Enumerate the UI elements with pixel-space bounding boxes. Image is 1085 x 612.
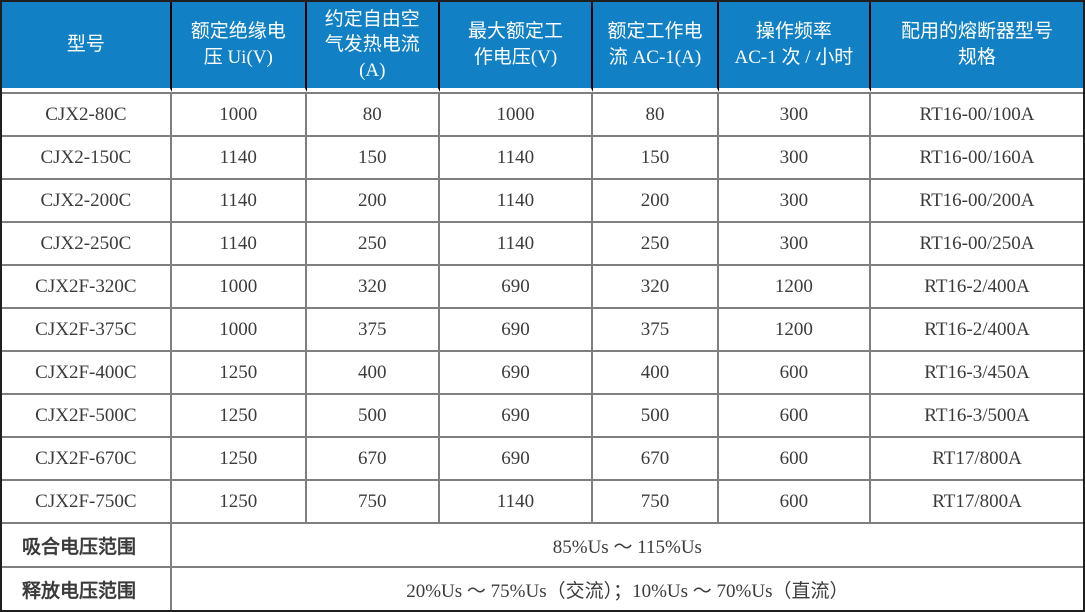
- cell-insulation-voltage: 1250: [171, 438, 307, 481]
- cell-working-current: 375: [593, 309, 719, 352]
- table-header: 型号 额定绝缘电 压 Ui(V) 约定自由空 气发热电流 (A) 最大额定工 作…: [2, 2, 1083, 92]
- cell-model: CJX2-200C: [2, 180, 172, 223]
- cell-fuse-spec: RT16-2/400A: [871, 266, 1083, 309]
- cell-model: CJX2-250C: [2, 223, 172, 266]
- cell-thermal-current: 375: [306, 309, 440, 352]
- cell-max-working-voltage: 690: [439, 266, 594, 309]
- cell-insulation-voltage: 1000: [171, 309, 307, 352]
- header-operating-frequency: 操作频率 AC-1 次 / 小时: [718, 2, 872, 92]
- header-insulation-voltage: 额定绝缘电 压 Ui(V): [171, 2, 307, 92]
- cell-operating-frequency: 300: [718, 137, 872, 180]
- pickup-voltage-value: 85%Us ～ 115%Us: [171, 524, 1083, 568]
- table-row: CJX2F-320C 1000 320 690 320 1200 RT16-2/…: [2, 266, 1083, 309]
- table-row: CJX2F-500C 1250 500 690 500 600 RT16-3/5…: [2, 395, 1083, 438]
- cell-max-working-voltage: 1140: [439, 180, 594, 223]
- cell-thermal-current: 80: [306, 92, 440, 137]
- cell-thermal-current: 500: [306, 395, 440, 438]
- cell-max-working-voltage: 1140: [439, 137, 594, 180]
- cell-working-current: 670: [593, 438, 719, 481]
- table-row: CJX2-200C 1140 200 1140 200 300 RT16-00/…: [2, 180, 1083, 223]
- cell-working-current: 80: [593, 92, 719, 137]
- cell-model: CJX2F-400C: [2, 352, 172, 395]
- cell-fuse-spec: RT16-3/500A: [871, 395, 1083, 438]
- cell-working-current: 200: [593, 180, 719, 223]
- cell-working-current: 500: [593, 395, 719, 438]
- cell-insulation-voltage: 1250: [171, 395, 307, 438]
- header-model: 型号: [2, 2, 172, 92]
- cell-max-working-voltage: 690: [439, 395, 594, 438]
- table-row: CJX2F-375C 1000 375 690 375 1200 RT16-2/…: [2, 309, 1083, 352]
- table-row: CJX2-80C 1000 80 1000 80 300 RT16-00/100…: [2, 92, 1083, 137]
- cell-fuse-spec: RT16-00/250A: [871, 223, 1083, 266]
- cell-fuse-spec: RT16-00/100A: [871, 92, 1083, 137]
- cell-max-working-voltage: 1000: [439, 92, 594, 137]
- cell-fuse-spec: RT16-3/450A: [871, 352, 1083, 395]
- cell-model: CJX2-80C: [2, 92, 172, 137]
- cell-max-working-voltage: 1140: [439, 223, 594, 266]
- pickup-voltage-row: 吸合电压范围 85%Us ～ 115%Us: [2, 524, 1083, 568]
- cell-thermal-current: 250: [306, 223, 440, 266]
- cell-operating-frequency: 600: [718, 481, 872, 524]
- header-working-current: 额定工作电 流 AC-1(A): [593, 2, 719, 92]
- cell-working-current: 320: [593, 266, 719, 309]
- cell-insulation-voltage: 1000: [171, 266, 307, 309]
- cell-operating-frequency: 300: [718, 92, 872, 137]
- table-row: CJX2F-750C 1250 750 1140 750 600 RT17/80…: [2, 481, 1083, 524]
- header-row: 型号 额定绝缘电 压 Ui(V) 约定自由空 气发热电流 (A) 最大额定工 作…: [2, 2, 1083, 92]
- cell-max-working-voltage: 690: [439, 438, 594, 481]
- cell-operating-frequency: 600: [718, 352, 872, 395]
- cell-model: CJX2F-320C: [2, 266, 172, 309]
- cell-thermal-current: 320: [306, 266, 440, 309]
- cell-thermal-current: 750: [306, 481, 440, 524]
- cell-insulation-voltage: 1250: [171, 481, 307, 524]
- cell-model: CJX2F-375C: [2, 309, 172, 352]
- pickup-voltage-label: 吸合电压范围: [2, 524, 172, 568]
- cell-insulation-voltage: 1250: [171, 352, 307, 395]
- cell-max-working-voltage: 690: [439, 309, 594, 352]
- cell-insulation-voltage: 1140: [171, 137, 307, 180]
- cell-operating-frequency: 1200: [718, 266, 872, 309]
- cell-model: CJX2F-670C: [2, 438, 172, 481]
- table-row: CJX2-150C 1140 150 1140 150 300 RT16-00/…: [2, 137, 1083, 180]
- cell-fuse-spec: RT17/800A: [871, 438, 1083, 481]
- header-thermal-current: 约定自由空 气发热电流 (A): [306, 2, 440, 92]
- cell-working-current: 750: [593, 481, 719, 524]
- cell-working-current: 400: [593, 352, 719, 395]
- release-voltage-row: 释放电压范围 20%Us ～ 75%Us（交流）；10%Us ～ 70%Us（直…: [2, 568, 1083, 610]
- cell-fuse-spec: RT16-00/160A: [871, 137, 1083, 180]
- cell-thermal-current: 200: [306, 180, 440, 223]
- cell-insulation-voltage: 1140: [171, 180, 307, 223]
- cell-max-working-voltage: 690: [439, 352, 594, 395]
- cell-thermal-current: 150: [306, 137, 440, 180]
- cell-operating-frequency: 300: [718, 223, 872, 266]
- cell-operating-frequency: 600: [718, 438, 872, 481]
- cell-working-current: 250: [593, 223, 719, 266]
- cell-working-current: 150: [593, 137, 719, 180]
- release-voltage-value: 20%Us ～ 75%Us（交流）；10%Us ～ 70%Us（直流）: [171, 568, 1083, 610]
- cell-thermal-current: 670: [306, 438, 440, 481]
- release-voltage-label: 释放电压范围: [2, 568, 172, 610]
- cell-operating-frequency: 300: [718, 180, 872, 223]
- table-row: CJX2F-400C 1250 400 690 400 600 RT16-3/4…: [2, 352, 1083, 395]
- header-max-working-voltage: 最大额定工 作电压(V): [439, 2, 594, 92]
- cell-model: CJX2-150C: [2, 137, 172, 180]
- cell-operating-frequency: 600: [718, 395, 872, 438]
- cell-operating-frequency: 1200: [718, 309, 872, 352]
- cell-fuse-spec: RT16-2/400A: [871, 309, 1083, 352]
- cell-thermal-current: 400: [306, 352, 440, 395]
- table-row: CJX2F-670C 1250 670 690 670 600 RT17/800…: [2, 438, 1083, 481]
- table-body: CJX2-80C 1000 80 1000 80 300 RT16-00/100…: [2, 92, 1083, 610]
- cell-insulation-voltage: 1000: [171, 92, 307, 137]
- cell-model: CJX2F-500C: [2, 395, 172, 438]
- cell-max-working-voltage: 1140: [439, 481, 594, 524]
- cell-model: CJX2F-750C: [2, 481, 172, 524]
- cell-fuse-spec: RT16-00/200A: [871, 180, 1083, 223]
- table-row: CJX2-250C 1140 250 1140 250 300 RT16-00/…: [2, 223, 1083, 266]
- cell-insulation-voltage: 1140: [171, 223, 307, 266]
- header-fuse-spec: 配用的熔断器型号 规格: [871, 2, 1083, 92]
- cell-fuse-spec: RT17/800A: [871, 481, 1083, 524]
